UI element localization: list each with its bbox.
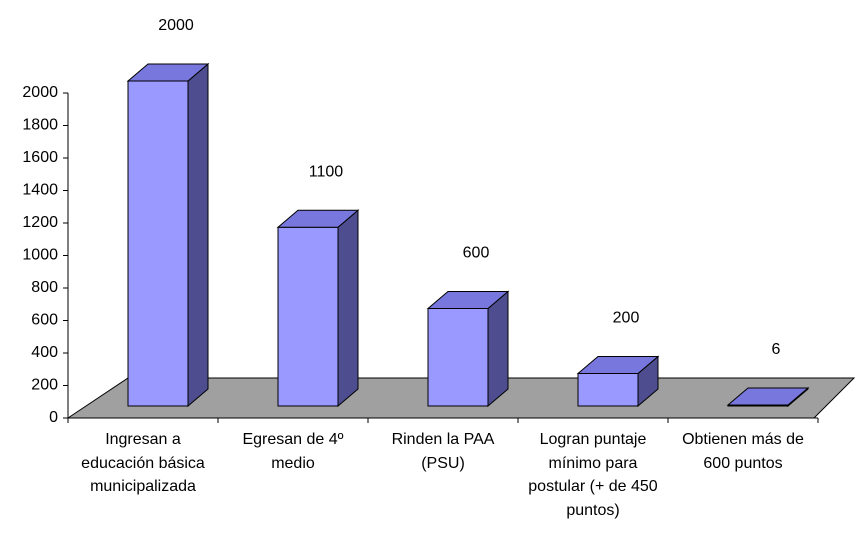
y-tick-label: 800	[31, 279, 58, 296]
bar-top	[726, 387, 810, 406]
y-tick-label: 1200	[22, 214, 58, 231]
bar	[577, 373, 639, 407]
value-label: 2000	[158, 17, 194, 34]
y-tick-label: 2000	[22, 84, 58, 101]
value-label: 200	[613, 310, 640, 327]
bar	[127, 80, 189, 407]
bar	[427, 308, 489, 407]
bar	[277, 226, 339, 407]
y-tick-label: 600	[31, 312, 58, 329]
bar-side	[187, 62, 209, 408]
y-tick-label: 0	[49, 409, 58, 426]
value-label: 1100	[309, 163, 344, 180]
y-tick-label: 400	[31, 344, 58, 361]
y-tick-label: 1400	[22, 182, 58, 199]
bar-side	[487, 290, 509, 408]
value-label: 600	[463, 245, 490, 262]
y-tick-label: 1800	[22, 117, 58, 134]
y-tick-label: 200	[31, 377, 58, 394]
bar-side	[337, 209, 359, 408]
x-tick-label: Ingresan a educación básica municipaliza…	[81, 431, 205, 495]
bar-top	[426, 291, 510, 309]
bar-top	[276, 209, 360, 228]
x-tick-label: Rinden la PAA (PSU)	[391, 431, 495, 472]
x-tick-label: Logran puntaje mínimo para postular (+ d…	[528, 431, 658, 519]
bar-top	[126, 63, 210, 82]
y-tick-label: 1000	[22, 247, 58, 264]
bar-top	[576, 356, 660, 374]
x-tick-label: Obtienen más de 600 puntos	[682, 431, 804, 472]
x-tick-label: Egresan de 4º medio	[242, 431, 344, 472]
y-tick-label: 1600	[22, 149, 58, 166]
value-label: 6	[772, 341, 781, 358]
